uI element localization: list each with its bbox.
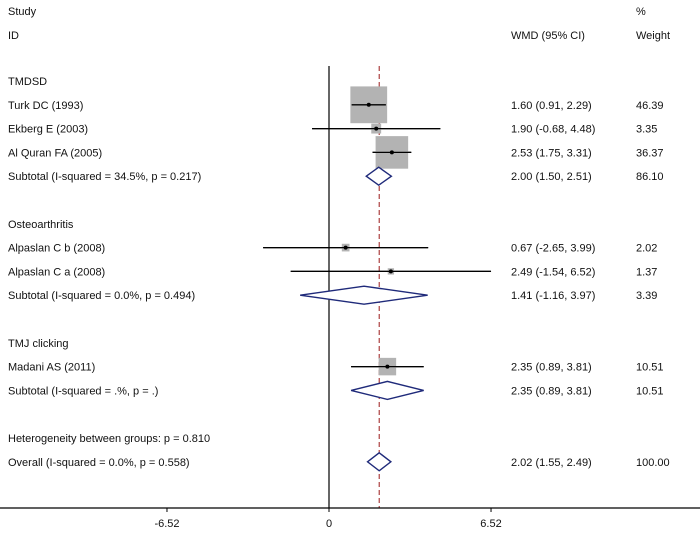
ci-value: 0.67 (-2.65, 3.99) (511, 243, 595, 255)
pooled-diamond (350, 380, 424, 401)
row-study: Alpaslan C a (2008) 2.49 (-1.54, 6.52) 1.3… (8, 266, 657, 278)
group-label: TMJ clicking (8, 338, 69, 350)
ci-value: 1.90 (-0.68, 4.48) (511, 124, 595, 136)
study-label: Turk DC (1993) (8, 100, 83, 112)
x-tick-label: -6.52 (154, 518, 179, 530)
pooled-diamond (366, 451, 393, 472)
weight-value: 2.02 (636, 243, 657, 255)
text-label: Heterogeneity between groups: p = 0.810 (8, 433, 210, 445)
ci-value: 2.35 (0.89, 3.81) (511, 362, 592, 374)
study-label: Al Quran FA (2005) (8, 147, 102, 159)
point-estimate (389, 150, 394, 155)
weight-value: 3.39 (636, 290, 657, 302)
overall-label: Overall (I-squared = 0.0%, p = 0.558) (8, 457, 190, 469)
pooled-diamond (365, 166, 393, 187)
x-tick-label: 0 (326, 518, 332, 530)
point-estimate (388, 269, 393, 274)
ci-value: 2.53 (1.75, 3.31) (511, 147, 592, 159)
row-group: TMDSD (8, 76, 47, 88)
header-id: ID (8, 30, 19, 42)
point-estimate (366, 102, 371, 107)
row-study: Ekberg E (2003) 1.90 (-0.68, 4.48) 3.35 (8, 124, 657, 136)
header-effect: WMD (95% CI) (511, 30, 585, 42)
row-study: Alpaslan C b (2008) 0.67 (-2.65, 3.99) 2.0… (8, 243, 657, 255)
subtotal-label: Subtotal (I-squared = .%, p = .) (8, 385, 158, 397)
row-subtotal: Subtotal (I-squared = 34.5%, p = 0.217) 2… (8, 166, 664, 187)
row-study: Al Quran FA (2005) 2.53 (1.75, 3.31) 36.37 (8, 136, 664, 169)
point-estimate (385, 364, 390, 369)
weight-value: 10.51 (636, 385, 664, 397)
row-group: Osteoarthritis (8, 219, 74, 231)
weight-value: 10.51 (636, 362, 664, 374)
subtotal-label: Subtotal (I-squared = 0.0%, p = 0.494) (8, 290, 195, 302)
ci-value: 2.02 (1.55, 2.49) (511, 457, 592, 469)
header-weight-percent: % (636, 6, 646, 18)
study-label: Alpaslan C a (2008) (8, 266, 105, 278)
ci-value: 1.41 (-1.16, 3.97) (511, 290, 595, 302)
ci-value: 2.35 (0.89, 3.81) (511, 385, 592, 397)
weight-value: 100.00 (636, 457, 670, 469)
row-group: TMJ clicking (8, 338, 69, 350)
study-label: Alpaslan C b (2008) (8, 243, 105, 255)
row-text: Heterogeneity between groups: p = 0.810 (8, 433, 210, 445)
group-label: TMDSD (8, 76, 47, 88)
point-estimate (343, 245, 348, 250)
weight-value: 3.35 (636, 124, 657, 136)
point-estimate (374, 126, 379, 131)
weight-value: 36.37 (636, 147, 664, 159)
header-weight: Weight (636, 30, 670, 42)
subtotal-label: Subtotal (I-squared = 34.5%, p = 0.217) (8, 171, 201, 183)
weight-value: 86.10 (636, 171, 664, 183)
weight-value: 1.37 (636, 266, 657, 278)
ci-value: 2.49 (-1.54, 6.52) (511, 266, 595, 278)
pooled-diamond (300, 285, 428, 305)
ci-value: 2.00 (1.50, 2.51) (511, 171, 592, 183)
row-study: Turk DC (1993) 1.60 (0.91, 2.29) 46.39 (8, 86, 664, 124)
row-subtotal: Subtotal (I-squared = .%, p = .) 2.35 (0.… (8, 380, 664, 401)
study-label: Madani AS (2011) (8, 362, 95, 374)
row-overall: Overall (I-squared = 0.0%, p = 0.558) 2.0… (8, 451, 670, 472)
row-subtotal: Subtotal (I-squared = 0.0%, p = 0.494) 1.… (8, 285, 657, 305)
row-study: Madani AS (2011) 2.35 (0.89, 3.81) 10.51 (8, 357, 664, 376)
header-study: Study (8, 6, 37, 18)
weight-value: 46.39 (636, 100, 664, 112)
x-tick-label: 6.52 (480, 518, 501, 530)
group-label: Osteoarthritis (8, 219, 74, 231)
ci-value: 1.60 (0.91, 2.29) (511, 100, 592, 112)
study-label: Ekberg E (2003) (8, 124, 88, 136)
